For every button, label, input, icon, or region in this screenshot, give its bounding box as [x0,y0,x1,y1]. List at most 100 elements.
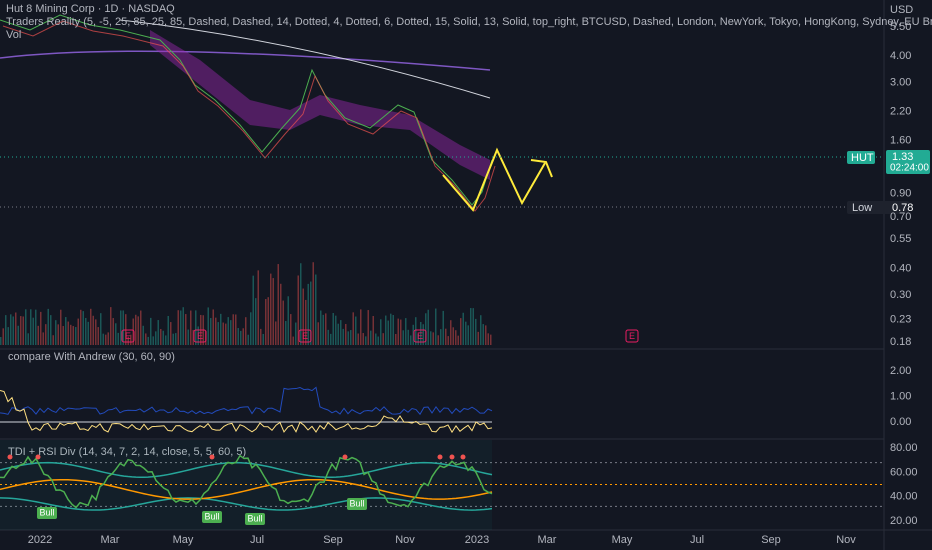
volume-bar [242,328,244,345]
volume-bar [195,310,197,345]
bull-label: Bull [39,507,54,517]
compare-blue [0,386,493,416]
price-tick: 5.50 [890,21,911,33]
volume-bar [170,322,172,345]
volume-bar [295,322,297,345]
volume-bar [215,317,217,345]
volume-bar [127,336,129,345]
volume-bar [380,319,382,345]
volume-bar [172,333,174,345]
volume-bar [130,334,132,345]
volume-bar [435,308,437,345]
symbol-title[interactable]: Hut 8 Mining Corp · 1D · NASDAQ [6,3,175,15]
volume-bar [247,334,249,345]
volume-bar [165,335,167,345]
volume-bar [187,329,189,345]
volume-bar [82,311,84,345]
volume-bar [227,317,229,345]
volume-bar [85,317,87,345]
volume-bar [15,312,17,345]
volume-bar [342,328,344,345]
volume-bar [62,326,64,345]
volume-bar [2,328,4,345]
volume-bar [367,310,369,345]
low-tag [847,201,909,214]
signal-dot [449,454,455,460]
volume-bar [30,309,32,345]
event-label: E [197,331,203,341]
tdi-legend[interactable]: TDI + RSI Div (14, 34, 7, 2, 14, close, … [8,446,246,458]
volume-bar [97,327,99,345]
volume-bar [52,335,54,345]
volume-bar [305,299,307,345]
signal-dot [7,454,13,460]
volume-bar [480,315,482,345]
compare-tick: 0.00 [890,416,911,428]
time-tick: Jul [690,534,704,546]
volume-bar [20,316,22,345]
price-tick: 0.55 [890,233,911,245]
event-marker [193,329,207,343]
volume-bar [115,323,117,345]
volume-bar [162,330,164,345]
volume-bar [72,326,74,345]
volume-bar [260,328,262,345]
volume-bar [462,312,464,345]
volume-bar [482,324,484,345]
volume-bar [307,283,309,345]
indicator-legend[interactable]: Traders Reality (5, -5, 25, 85, 25, 85, … [6,16,932,28]
volume-bar [140,310,142,345]
volume-bar [370,330,372,345]
tdi-tick: 80.00 [890,442,918,454]
volume-bar [440,329,442,345]
volume-bar [345,323,347,345]
compare-legend[interactable]: compare With Andrew (30, 60, 90) [8,351,175,363]
volume-bar [80,309,82,345]
volume-bar [10,314,12,345]
volume-bar [385,315,387,345]
volume-bar [32,317,34,345]
volume-bar [265,299,267,345]
tdi-line [0,454,493,509]
bull-tag [37,507,57,519]
volume-bar [240,330,242,345]
volume-bar [117,332,119,345]
price-tick: 0.90 [890,188,911,200]
volume-bar [340,320,342,345]
time-tick: May [173,534,194,546]
volume-bar [362,333,364,345]
volume-bar [410,335,412,345]
volume-bar [175,333,177,345]
tdi-line [0,478,493,500]
volume-bar [375,333,377,345]
volume-bar [365,336,367,345]
volume-bar [110,307,112,345]
price-tick: 0.30 [890,289,911,301]
volume-bar [90,308,92,345]
volume-bar [347,331,349,345]
volume-bar [447,336,449,345]
bull-label: Bull [247,513,262,523]
time-tick: Nov [395,534,415,546]
volume-bar [490,334,492,345]
volume-bar [430,331,432,345]
volume-legend[interactable]: Vol [6,29,21,41]
low-value: 0.78 [892,202,913,214]
volume-bar [150,317,152,345]
volume-bar [180,310,182,345]
volume-bar [207,307,209,345]
currency-label[interactable]: USD [890,4,913,16]
volume-bar [402,330,404,345]
event-marker [298,329,312,343]
signal-dot [209,454,215,460]
tdi-line [0,497,493,511]
event-label: E [125,331,131,341]
volume-bar [322,314,324,345]
volume-bar [442,310,444,345]
price-tick: 1.60 [890,135,911,147]
volume-bar [217,322,219,345]
bull-tag [347,498,367,510]
price-tick: 0.23 [890,313,911,325]
volume-bar [470,308,472,345]
